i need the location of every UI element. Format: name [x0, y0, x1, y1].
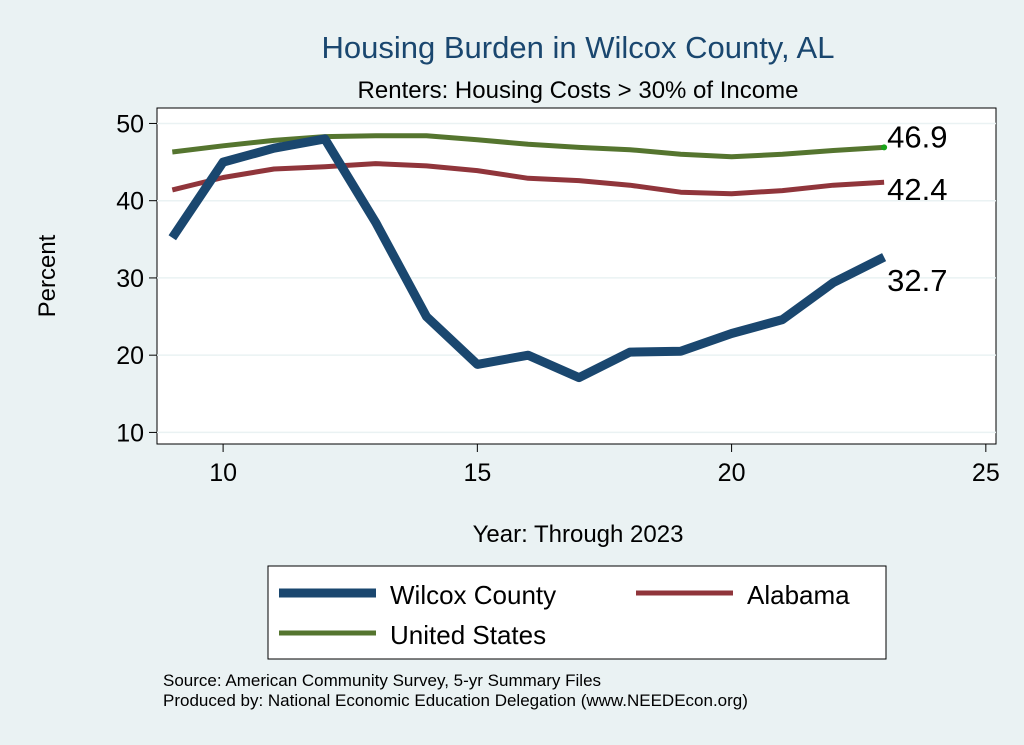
y-tick-label: 30: [116, 265, 144, 293]
x-tick-label: 15: [463, 459, 491, 487]
y-axis-label: Percent: [34, 234, 61, 317]
y-tick-label: 20: [116, 342, 144, 370]
series-line-united-states: [171, 133, 885, 160]
y-tick-label: 50: [116, 110, 144, 138]
series-line-alabama: [171, 161, 885, 197]
x-tick-label: 25: [972, 459, 1000, 487]
end-label-alabama: 42.4: [887, 172, 947, 207]
legend-label-wilcox-county: Wilcox County: [390, 580, 556, 610]
legend-box: [267, 565, 887, 660]
legend: Wilcox County Alabama United States: [267, 565, 887, 660]
end-label-wilcox-county: 32.7: [887, 263, 947, 298]
x-axis: 10 15 20 25: [209, 444, 1000, 487]
x-tick-label: 10: [209, 459, 237, 487]
source-note: Source: American Community Survey, 5-yr …: [163, 671, 602, 690]
gridlines: [157, 122, 996, 434]
legend-label-united-states: United States: [390, 620, 546, 650]
end-marker-united-states: [881, 144, 888, 151]
chart-footer: Source: American Community Survey, 5-yr …: [163, 671, 748, 711]
legend-label-alabama: Alabama: [747, 580, 850, 610]
series-line-wilcox-county: [168, 134, 887, 383]
producer-note: Produced by: National Economic Education…: [163, 691, 748, 710]
y-tick-label: 10: [116, 419, 144, 447]
y-axis: 10 20 30 40 50: [116, 110, 157, 447]
series-lines: [168, 133, 888, 383]
x-axis-label: Year: Through 2023: [473, 521, 684, 548]
y-tick-label: 40: [116, 188, 144, 216]
end-labels: 32.7 42.4 46.9: [887, 119, 947, 298]
plot-area: [156, 107, 997, 445]
chart-title: Housing Burden in Wilcox County, AL: [322, 30, 835, 65]
chart-subtitle: Renters: Housing Costs > 30% of Income: [358, 77, 799, 104]
x-tick-label: 20: [718, 459, 746, 487]
end-label-united-states: 46.9: [887, 119, 947, 154]
